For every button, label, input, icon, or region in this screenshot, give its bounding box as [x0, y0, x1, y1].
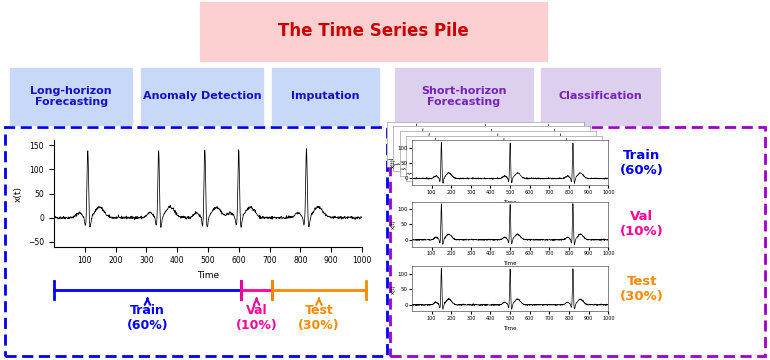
Y-axis label: x(t): x(t)	[391, 158, 396, 168]
Text: Val
(10%): Val (10%)	[620, 210, 664, 238]
Text: Test
(30%): Test (30%)	[620, 275, 664, 303]
FancyBboxPatch shape	[272, 68, 379, 125]
FancyBboxPatch shape	[200, 2, 547, 61]
Text: Test
(30%): Test (30%)	[298, 304, 340, 332]
FancyBboxPatch shape	[390, 127, 765, 356]
Y-axis label: x(t): x(t)	[391, 284, 396, 294]
Text: The Time Series Pile: The Time Series Pile	[278, 22, 469, 40]
Text: Anomaly Detection: Anomaly Detection	[142, 91, 262, 101]
Text: Train
(60%): Train (60%)	[126, 304, 169, 332]
FancyBboxPatch shape	[10, 68, 132, 125]
FancyBboxPatch shape	[5, 127, 387, 356]
X-axis label: Time: Time	[504, 261, 517, 266]
FancyBboxPatch shape	[141, 68, 263, 125]
Text: Classification: Classification	[559, 91, 642, 101]
FancyBboxPatch shape	[541, 68, 660, 125]
X-axis label: Time: Time	[504, 326, 517, 331]
Text: Imputation: Imputation	[291, 91, 360, 101]
Y-axis label: x(t): x(t)	[391, 219, 396, 229]
Text: Val
(10%): Val (10%)	[236, 304, 277, 332]
X-axis label: Time: Time	[504, 200, 517, 205]
FancyBboxPatch shape	[395, 68, 533, 125]
Y-axis label: x(t): x(t)	[14, 185, 22, 202]
Text: Short-horizon
Forecasting: Short-horizon Forecasting	[421, 85, 507, 107]
X-axis label: Time: Time	[197, 271, 219, 280]
Text: Train
(60%): Train (60%)	[620, 149, 664, 177]
Text: Long-horizon
Forecasting: Long-horizon Forecasting	[30, 85, 112, 107]
